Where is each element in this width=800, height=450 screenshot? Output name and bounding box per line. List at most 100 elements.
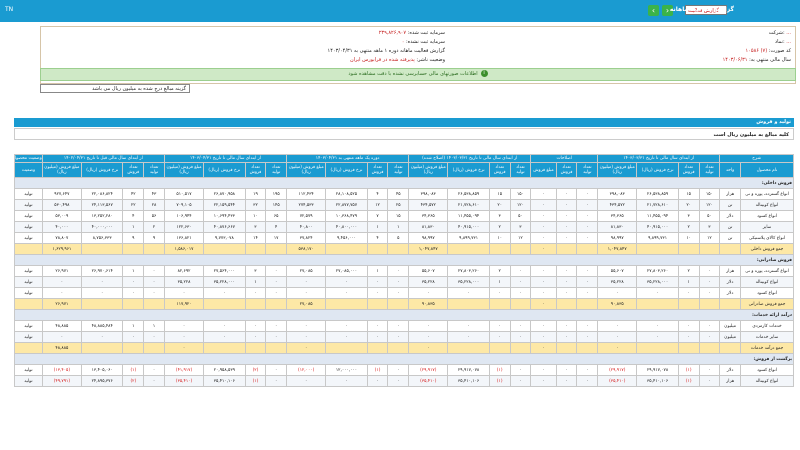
- table-cell: ۲۲,۱۵۹,۵۴۴: [203, 199, 246, 211]
- table-cell: ۰: [509, 265, 532, 277]
- table-column-header: تعداد فروش: [555, 162, 578, 178]
- table-group-header: از ابتدای سال مالی قبل تا تاریخ ۱۴۰۲/۰۴/…: [41, 154, 165, 163]
- table-cell: (۳۵,۴۱۰): [163, 375, 205, 387]
- table-cell: ۳: [677, 210, 700, 222]
- table-cell: [244, 342, 267, 354]
- table-cell: دلار: [719, 210, 742, 222]
- table-column-header: نرخ فروش (ریال): [636, 162, 679, 178]
- table-cell: [14, 298, 43, 310]
- table-column-header: نام محصول: [740, 162, 794, 178]
- table-column-header: تعداد تولید: [143, 162, 165, 178]
- table-cell: ۰: [325, 276, 368, 288]
- table-cell: ۲: [677, 221, 700, 233]
- table-cell: ۲۶,۹۷۱: [41, 298, 82, 310]
- table-cell: [14, 243, 43, 255]
- table-group-header: وضعیت محصول: [14, 154, 43, 163]
- prev-button[interactable]: ‹: [648, 5, 659, 16]
- table-cell: ۱: [366, 265, 389, 277]
- table-cell: ۵۵,۶۰۷: [597, 265, 638, 277]
- table-cell: ۰: [576, 331, 599, 343]
- table-cell: ۰: [555, 287, 578, 299]
- table-cell: ۰: [265, 265, 288, 277]
- table-cell: ۴: [366, 188, 389, 200]
- table-cell: ۲: [488, 265, 511, 277]
- table-cell: ۴: [265, 221, 288, 233]
- table-column-header: مبلغ فروش (میلیون ریال): [408, 162, 449, 178]
- table-cell: ۰: [286, 276, 327, 288]
- table-cell: ۳۵,۲۲۸,۰۰۰: [203, 276, 246, 288]
- section-subtitle: کلیه مبالغ به میلیون ریال است: [14, 128, 794, 140]
- table-row: انواع کوبیتاله تن ۱۲۰ ۲۰ ۲۱,۷۲۸,۶۱۰ ۴۳۴,۵۷۲ ۰ ۰…: [14, 199, 794, 211]
- table-cell: ۱,۰۴۷,۸۴۷: [597, 243, 638, 255]
- report-type-select[interactable]: گزارش فعالیت: [685, 5, 727, 15]
- table-cell: ۲۱,۷۲۸,۶۱۰: [636, 199, 679, 211]
- table-cell: ۰: [325, 331, 368, 343]
- table-cell: ۱: [122, 221, 145, 233]
- table-cell: [80, 342, 124, 354]
- table-cell: (۱): [677, 364, 700, 376]
- filter-dropdown[interactable]: گزینه مبالغ درج شده به میلیون ریال می با…: [40, 84, 190, 93]
- table-cell: ۳۵,۴۱۰,۱۰۶: [447, 375, 490, 387]
- table-cell: (۴۹,۷۹۱): [41, 375, 82, 387]
- table-cell: ۰: [530, 320, 557, 332]
- table-cell: ۲: [677, 265, 700, 277]
- table-cell: ۹۸,۹۹۷: [597, 232, 638, 244]
- table-cell: ۰: [509, 364, 532, 376]
- table-cell: ۱: [366, 221, 389, 233]
- product-name-cell: جمع فروش صادراتی: [740, 298, 794, 310]
- table-cell: ۹: [143, 232, 165, 244]
- table-cell: [387, 243, 410, 255]
- table-cell: ۰: [286, 320, 327, 332]
- table-cell: ۵۳,۰۰۹: [41, 210, 82, 222]
- table-cell: ۰: [265, 320, 288, 332]
- table-cell: ۰: [576, 276, 599, 288]
- table-cell: ۳۹۸,۰۸۳: [408, 188, 449, 200]
- category-row: فروش صادراتی:: [14, 254, 794, 266]
- table-cell: ۰: [244, 287, 267, 299]
- table-group-header: از ابتدای سال مالی تا تاریخ ۱۴۰۳/۰۴/۳۱: [163, 154, 288, 163]
- table-cell: ۰: [163, 287, 205, 299]
- table-cell: [698, 298, 721, 310]
- table-cell: ۰: [265, 364, 288, 376]
- table-cell: ۰: [530, 210, 557, 222]
- table-cell: [244, 298, 267, 310]
- table-cell: [576, 298, 599, 310]
- table-cell: [636, 298, 679, 310]
- table-cell: ۱۱۷,۹۲۰: [163, 298, 205, 310]
- table-cell: ۷۸,۸۰۷: [41, 232, 82, 244]
- table-cell: هزار: [719, 375, 742, 387]
- table-cell: ۰: [530, 188, 557, 200]
- top-bar: TN ‹ › گزارش فعالیت گزارش فعالیت ماهانه: [0, 0, 800, 22]
- table-cell: ۱: [244, 276, 267, 288]
- fiscal-row: سال مالی منتهی به: ۱۴۰۳/۰۶/۳۱: [722, 57, 791, 63]
- table-cell: [447, 342, 490, 354]
- table-cell: ۰: [387, 276, 410, 288]
- table-cell: ۰: [530, 331, 557, 343]
- table-cell: ۰: [143, 265, 165, 277]
- table-cell: ۰: [576, 364, 599, 376]
- table-cell: [203, 342, 246, 354]
- table-cell: ۱۲۰: [509, 199, 532, 211]
- category-row: برگشت از فروش:: [14, 353, 794, 365]
- table-cell: [122, 243, 145, 255]
- table-cell: ۲: [488, 221, 511, 233]
- table-cell: ۴: [122, 210, 145, 222]
- product-name-cell: انواع کوبیتاله: [740, 375, 794, 387]
- table-cell: ۰: [698, 375, 721, 387]
- table-cell: ۱۵: [387, 210, 410, 222]
- table-cell: ۰: [408, 287, 449, 299]
- table-cell: [488, 243, 511, 255]
- subtotal-row: جمع فروش داخلی ۱,۰۴۷,۸۴۷ ۰ ۱,۰۴۷,۸۴۷ ۵۳۸,۱۷۰…: [14, 243, 794, 255]
- table-cell: ۴۳۴,۵۷۲: [408, 199, 449, 211]
- table-cell: ۰: [530, 364, 557, 376]
- next-button[interactable]: ›: [662, 5, 673, 16]
- table-cell: ۳۹۸,۰۸۳: [597, 188, 638, 200]
- table-cell: [576, 342, 599, 354]
- table-cell: ۱۵۰: [509, 188, 532, 200]
- table-cell: [677, 342, 700, 354]
- table-cell: تولید: [14, 320, 43, 332]
- table-cell: ۰: [265, 331, 288, 343]
- table-cell: ۱: [143, 320, 165, 332]
- table-row: سایر تن ۳ ۲ ۴۰,۹۱۵,۰۰۰ ۸۱,۸۳۰ ۰ ۰ ۰ ۳ ۲ ۴۰,۹۱۵,۰۰۰ ۸…: [14, 221, 794, 233]
- table-cell: [636, 243, 679, 255]
